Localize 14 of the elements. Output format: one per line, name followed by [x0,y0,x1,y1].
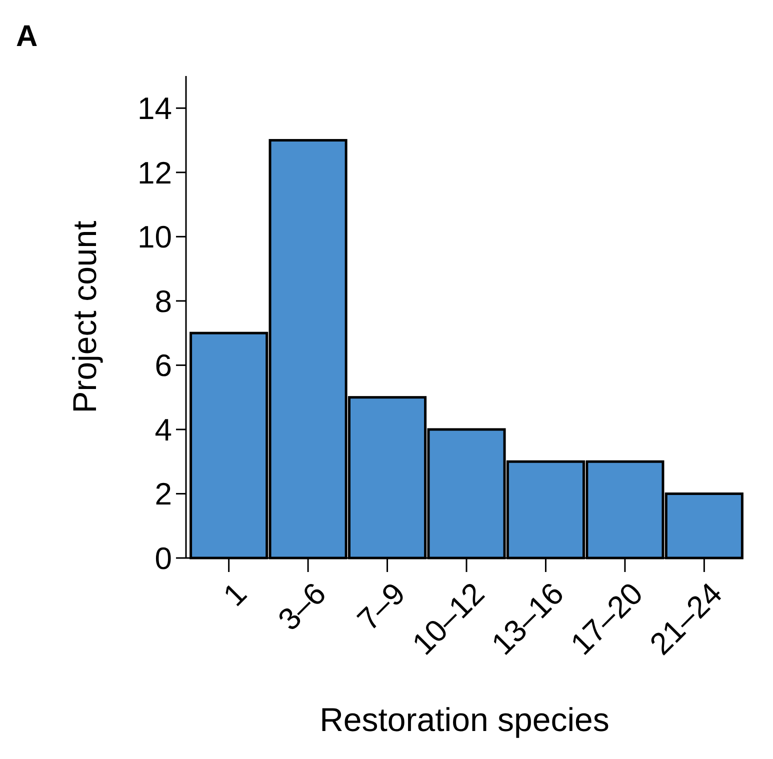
y-tick-label: 0 [154,540,172,576]
x-axis-title: Restoration species [320,701,610,738]
y-tick-label: 8 [154,284,172,319]
y-tick-label: 12 [138,155,172,190]
y-tick-label: 4 [154,412,172,448]
x-tick-label: 3–6 [271,576,333,638]
y-axis-title: Project count [66,220,103,414]
text: A [16,20,38,53]
x-tick-label: 1 [216,576,254,613]
y-tick-label: 14 [138,90,172,126]
y-tick-label: 10 [138,220,172,255]
x-tick-label: 7–9 [350,576,412,638]
y-tick-label: 2 [154,476,172,512]
y-tick-label: 6 [154,348,172,384]
